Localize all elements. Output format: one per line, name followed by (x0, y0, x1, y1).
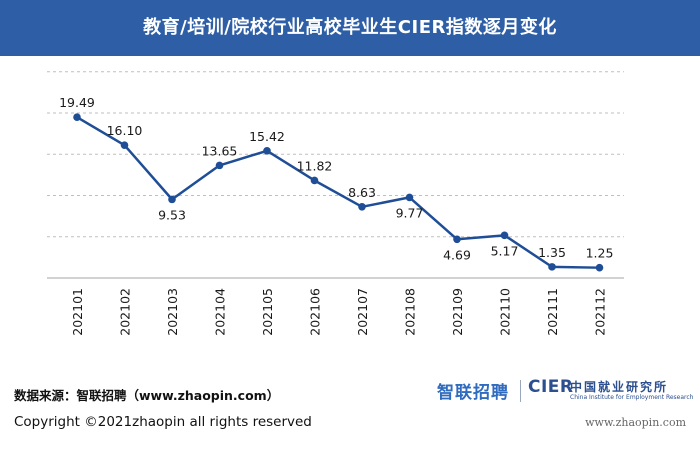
data-label: 1.35 (538, 245, 566, 260)
data-point (215, 161, 224, 170)
website-watermark: www.zhaopin.com (585, 416, 686, 429)
data-point (73, 113, 81, 122)
data-label: 4.69 (443, 247, 471, 262)
data-label: 1.25 (586, 246, 614, 261)
data-point (168, 195, 176, 204)
data-points (73, 113, 604, 272)
logo-divider (520, 380, 521, 402)
data-label: 16.10 (107, 123, 143, 138)
data-point (310, 176, 319, 185)
x-tick-label: 202104 (213, 288, 228, 336)
series-line-group (76, 116, 600, 269)
grid-lines (47, 71, 624, 279)
line-chart: 19.49 16.10 9.53 13.65 15.42 11.82 8.63 9.77 4.6… (47, 71, 624, 336)
zhaopin-logo: 智联招聘 (437, 383, 509, 403)
series-line (76, 116, 600, 269)
x-tick-label: 202101 (70, 288, 85, 336)
x-tick-label: 202103 (165, 288, 180, 336)
data-label: 5.17 (491, 243, 519, 258)
data-point (358, 203, 366, 211)
title-bar (0, 0, 700, 56)
data-point (595, 263, 604, 272)
x-tick-label: 202106 (308, 288, 323, 336)
x-tick-label: 202105 (260, 288, 275, 336)
x-tick-label: 202107 (355, 288, 370, 336)
x-tick-labels: 202101 202102 202103 202104 202105 202106 2021… (70, 288, 608, 336)
data-point (453, 235, 461, 244)
x-tick-label: 202112 (593, 288, 608, 336)
data-label: 9.53 (158, 207, 186, 222)
cier-logo: CIER (528, 377, 574, 397)
data-source: 数据来源：智联招聘（www.zhaopin.com） (14, 388, 280, 403)
chart-title: 教育/培训/院校行业高校毕业生CIER指数逐月变化 (143, 17, 557, 38)
x-tick-label: 202102 (118, 288, 133, 336)
data-point (120, 141, 129, 149)
copyright: Copyright ©2021zhaopin all rights reserv… (14, 414, 312, 430)
data-label: 8.63 (348, 185, 376, 200)
data-point (405, 193, 414, 202)
x-tick-label: 202108 (403, 288, 418, 336)
data-labels: 19.49 16.10 9.53 13.65 15.42 11.82 8.63 9.77 4.6… (59, 95, 613, 262)
data-point (548, 263, 556, 271)
x-tick-label: 202111 (545, 288, 560, 336)
data-point (263, 146, 271, 155)
cier-name-cn: 中国就业研究所 (570, 380, 669, 394)
data-label: 13.65 (202, 143, 238, 158)
data-point (500, 231, 509, 240)
cier-name-en: China Institute for Employment Research (570, 394, 694, 401)
x-tick-label: 202110 (498, 288, 513, 336)
data-label: 9.77 (396, 205, 424, 220)
data-label: 15.42 (249, 129, 285, 144)
data-label: 11.82 (297, 158, 333, 173)
x-tick-label: 202109 (450, 288, 465, 336)
data-label: 19.49 (59, 95, 95, 110)
